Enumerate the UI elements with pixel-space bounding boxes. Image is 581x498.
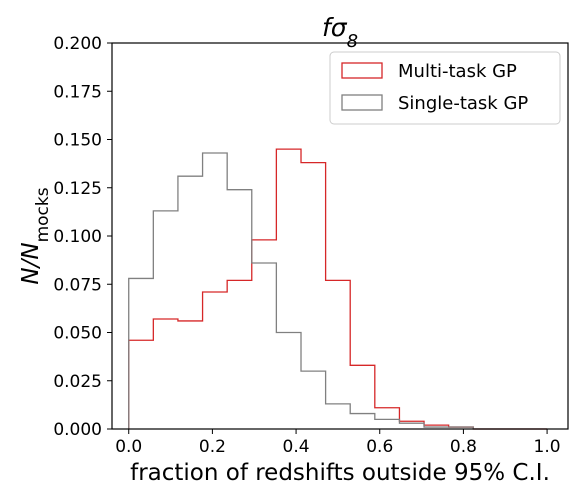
histogram-series-multi-task bbox=[128, 148, 548, 430]
x-axis-label: fraction of redshifts outside 95% C.I. bbox=[130, 460, 550, 486]
legend: Multi-task GP Single-task GP bbox=[329, 51, 561, 125]
y-tick-label: 0.050 bbox=[53, 324, 102, 344]
x-tick-label: 0.8 bbox=[450, 437, 477, 457]
y-tick-label: 0.000 bbox=[53, 420, 102, 440]
y-tick-label: 0.150 bbox=[53, 131, 102, 151]
legend-label: Single-task GP bbox=[398, 93, 528, 114]
x-axis: 0.0 0.2 0.4 0.6 0.8 1.0 bbox=[115, 429, 561, 457]
x-tick-label: 1.0 bbox=[534, 437, 561, 457]
x-tick-label: 0.2 bbox=[199, 437, 226, 457]
legend-frame bbox=[329, 51, 561, 125]
legend-swatch bbox=[341, 94, 383, 111]
y-tick-label: 0.175 bbox=[53, 82, 102, 102]
x-tick-label: 0.4 bbox=[283, 437, 310, 457]
y-tick-label: 0.025 bbox=[53, 372, 102, 392]
y-tick-label: 0.200 bbox=[53, 34, 102, 54]
legend-swatch bbox=[341, 62, 383, 79]
histogram-series-single-task bbox=[128, 152, 548, 430]
chart-title: fσ8 bbox=[322, 13, 358, 52]
x-tick-label: 0.6 bbox=[366, 437, 393, 457]
legend-label: Multi-task GP bbox=[398, 61, 517, 82]
y-tick-label: 0.075 bbox=[53, 275, 102, 295]
y-tick-label: 0.100 bbox=[53, 227, 102, 247]
y-axis-label: N/Nmocks bbox=[18, 187, 53, 284]
x-tick-label: 0.0 bbox=[115, 437, 142, 457]
y-axis: 0.000 0.025 0.050 0.075 0.100 0.125 0.150 0.175… bbox=[53, 34, 112, 440]
y-tick-label: 0.125 bbox=[53, 179, 102, 199]
